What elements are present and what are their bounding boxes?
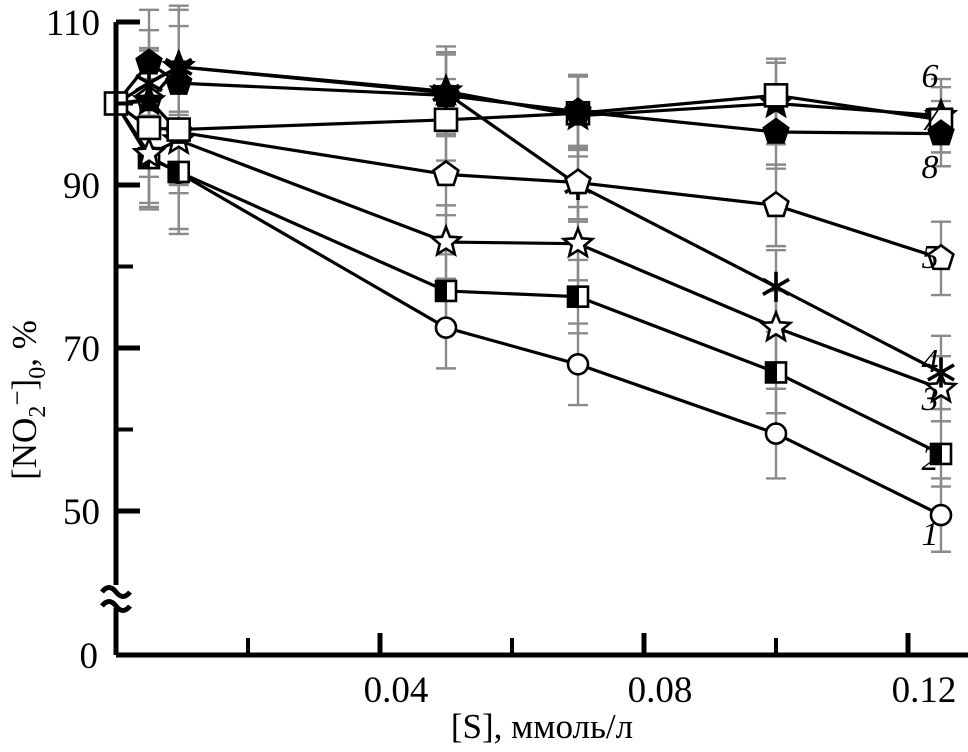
series-label-8: 8 bbox=[922, 149, 939, 186]
marker-open-circle bbox=[566, 352, 590, 376]
marker-open-star bbox=[758, 309, 794, 343]
marker-open-square bbox=[433, 107, 459, 133]
marker-open-square bbox=[136, 115, 162, 141]
y-tick-marks bbox=[116, 19, 140, 514]
series-label-7: 7 bbox=[922, 101, 941, 138]
marker-open-pentagon bbox=[432, 159, 460, 187]
data-lines-layer bbox=[114, 60, 942, 517]
marker-open-pentagon bbox=[762, 190, 790, 218]
series-label-3: 3 bbox=[921, 381, 939, 418]
series-label-1: 1 bbox=[922, 516, 939, 553]
axis-break-icon bbox=[100, 585, 132, 599]
marker-filled-pentagon bbox=[762, 117, 790, 144]
y-tick-label: 90 bbox=[63, 166, 100, 207]
y-axis: 50 70 90 110 bbox=[46, 3, 140, 655]
series-label-4: 4 bbox=[922, 343, 939, 380]
marker-open-star bbox=[428, 223, 464, 258]
marker-filled-star bbox=[131, 82, 167, 116]
x-tick-label: 0.04 bbox=[364, 670, 429, 711]
y-title-supminus: − bbox=[2, 390, 32, 405]
y-title-tail: , % bbox=[5, 320, 44, 367]
x-tick-marks bbox=[246, 633, 911, 655]
series-labels-layer: 1 2 34 5 6 7 8 bbox=[921, 58, 941, 553]
y-title-sub0: 0 bbox=[25, 367, 51, 379]
y-axis-title: [NO2−]0, % bbox=[2, 320, 51, 480]
y-title-sub2: 2 bbox=[25, 406, 51, 418]
series-line-3 bbox=[114, 102, 942, 391]
marker-open-star bbox=[560, 225, 596, 259]
marker-filled-square bbox=[167, 160, 190, 184]
y-tick-label: 110 bbox=[46, 3, 100, 44]
series-label-6: 6 bbox=[922, 58, 939, 95]
y-title-open: [NO bbox=[5, 418, 44, 480]
marker-filled-pentagon bbox=[135, 48, 163, 75]
y-tick-label: 70 bbox=[63, 329, 100, 370]
svg-text:[NO2−]0, %: [NO2−]0, % bbox=[2, 320, 51, 480]
marker-open-pentagon bbox=[564, 167, 592, 195]
marker-filled-pentagon bbox=[564, 97, 592, 124]
marker-open-pentagon bbox=[927, 243, 955, 271]
marker-open-square bbox=[763, 83, 789, 108]
marker-open-circle bbox=[929, 503, 953, 527]
marker-filled-square bbox=[566, 285, 590, 308]
marker-filled-square bbox=[764, 361, 788, 384]
x-axis: 0.04 0.08 0.12 0 bbox=[80, 633, 968, 711]
marker-open-circle bbox=[434, 316, 458, 339]
marker-open-circle bbox=[764, 422, 788, 445]
axis-break-icon-2 bbox=[100, 599, 132, 613]
x-axis-title: [S], ммоль/л bbox=[451, 707, 633, 746]
x-tick-labels: 0.04 0.08 0.12 bbox=[364, 670, 957, 711]
marker-filled-pentagon bbox=[432, 80, 460, 108]
marker-asterisk bbox=[927, 357, 955, 388]
marker-filled-square bbox=[929, 442, 953, 466]
y-title-close: ] bbox=[5, 379, 44, 391]
series-label-2: 2 bbox=[922, 441, 939, 478]
y-origin-tick-label: 0 bbox=[80, 636, 99, 677]
data-markers-layer bbox=[103, 48, 959, 527]
marker-filled-pentagon bbox=[927, 119, 955, 146]
y-tick-labels: 50 70 90 110 bbox=[46, 3, 100, 533]
x-tick-label: 0.08 bbox=[628, 670, 693, 711]
marker-open-square bbox=[166, 117, 191, 142]
y-tick-label: 50 bbox=[63, 492, 100, 533]
series-line-7 bbox=[115, 93, 942, 132]
marker-open-star bbox=[131, 135, 167, 169]
series-line-2 bbox=[114, 102, 942, 456]
marker-filled-pentagon bbox=[164, 68, 193, 95]
series-line-5 bbox=[115, 97, 942, 260]
series-label-5: 5 bbox=[922, 239, 939, 276]
marker-asterisk bbox=[762, 271, 790, 302]
x-tick-label: 0.12 bbox=[892, 670, 957, 711]
marker-filled-square bbox=[434, 279, 458, 303]
